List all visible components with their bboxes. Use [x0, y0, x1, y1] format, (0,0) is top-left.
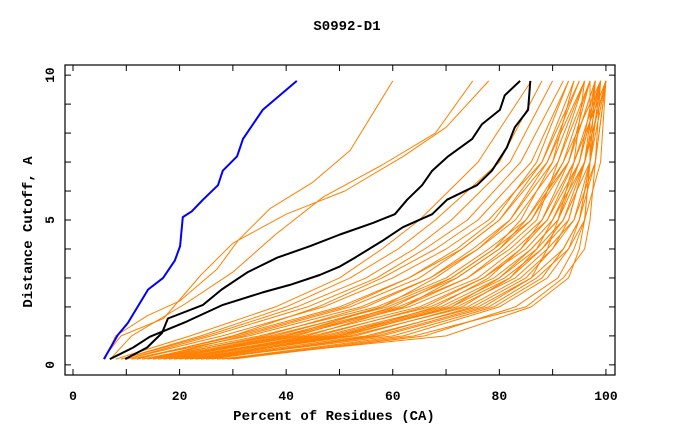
model-curve [131, 80, 570, 360]
model-curve [147, 80, 580, 360]
model-curve [109, 80, 474, 360]
x-tick-label: 0 [69, 389, 77, 404]
y-tick-label: 10 [43, 67, 58, 83]
model-curve [168, 80, 586, 360]
y-tick-label: 5 [43, 216, 58, 224]
x-tick-label: 60 [385, 389, 401, 404]
x-axis-label: Percent of Residues (CA) [233, 409, 435, 425]
model-curve [184, 80, 602, 360]
model-curve [179, 80, 602, 360]
model-curve [206, 80, 602, 360]
series-layer [103, 80, 607, 360]
model-curve [184, 80, 607, 360]
model-curve [131, 80, 591, 360]
model-curve [190, 80, 602, 360]
model-curve [200, 80, 586, 360]
model-curve [142, 80, 596, 360]
model-curve [168, 80, 596, 360]
reference-curve [124, 80, 521, 360]
x-tick-label: 40 [278, 389, 294, 404]
reference-curve [109, 80, 532, 360]
model-curve [206, 80, 607, 360]
model-curve [142, 80, 575, 360]
y-axis-label: Distance Cutoff, A [21, 156, 37, 308]
model-curve [195, 80, 607, 360]
model-curve [152, 80, 580, 360]
y-tick-label: 0 [43, 361, 58, 369]
model-curve [104, 80, 394, 360]
model-curve [104, 80, 490, 357]
model-curve [136, 80, 570, 360]
model-curve [190, 80, 607, 360]
x-tick-label: 100 [594, 389, 618, 404]
model-curve [152, 80, 607, 360]
highlight-curve [103, 80, 298, 360]
model-curve [195, 80, 607, 360]
model-curve [158, 80, 602, 360]
model-curve [227, 80, 602, 360]
model-curve [136, 80, 586, 360]
plot-border [64, 64, 616, 376]
model-curve [120, 80, 543, 360]
x-tick-label: 80 [492, 389, 508, 404]
model-curve [158, 80, 586, 360]
model-curve [126, 80, 564, 360]
chart-title: S0992-D1 [313, 19, 380, 35]
model-curve [179, 80, 591, 360]
model-curve [147, 80, 602, 360]
model-curve [120, 80, 554, 360]
axis-ticks: 0 20 40 60 80 100 0 5 10 [43, 65, 618, 404]
model-curve [115, 80, 532, 360]
model-curve [126, 80, 575, 360]
model-curve [174, 80, 602, 360]
x-tick-label: 20 [172, 389, 188, 404]
model-curve [174, 80, 607, 360]
